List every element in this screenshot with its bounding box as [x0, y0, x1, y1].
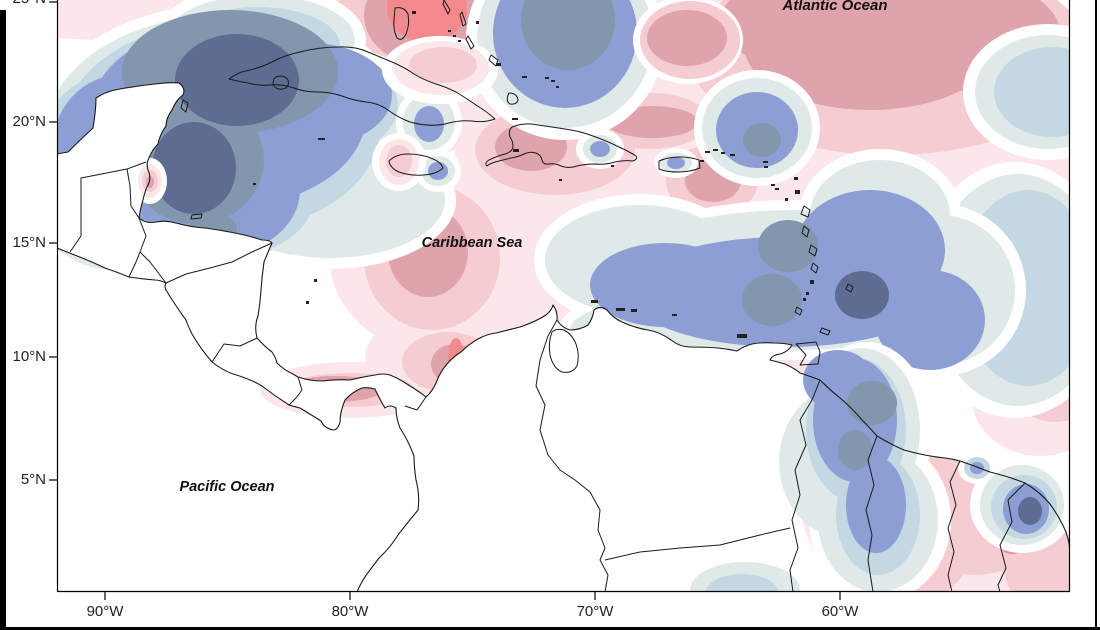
contour-field-sea [57, 0, 1070, 456]
frame-bar-bottom [0, 627, 1100, 630]
frame-bar-left [0, 10, 6, 630]
ytick-label-20n: 20°N [12, 113, 46, 130]
contour-field-coastal [133, 158, 1070, 592]
ytick-label-15n: 15°N [12, 234, 46, 251]
tick-marks [49, 1, 841, 600]
frame-line-right [1095, 0, 1097, 630]
xtick-label-80w: 80°W [331, 603, 369, 620]
ytick-label-10n: 10°N [12, 348, 46, 365]
ytick-label-25n: 25°N [0, 0, 46, 7]
small-cays [253, 11, 814, 338]
ocean-labels: Atlantic Ocean Caribbean Sea Pacific Oce… [179, 0, 887, 495]
pacific-ocean-label: Pacific Ocean [179, 479, 274, 495]
country-borders [69, 161, 1026, 592]
islands [180, 0, 854, 366]
plot-border [56, 0, 1071, 593]
xtick-label-60w: 60°W [821, 603, 859, 620]
ytick-label-5n: 5°N [20, 471, 46, 488]
atlantic-ocean-label: Atlantic Ocean [781, 0, 887, 14]
xtick-label-70w: 70°W [576, 603, 614, 620]
caribbean-sea-label: Caribbean Sea [422, 235, 523, 251]
xtick-label-90w: 90°W [86, 603, 124, 620]
